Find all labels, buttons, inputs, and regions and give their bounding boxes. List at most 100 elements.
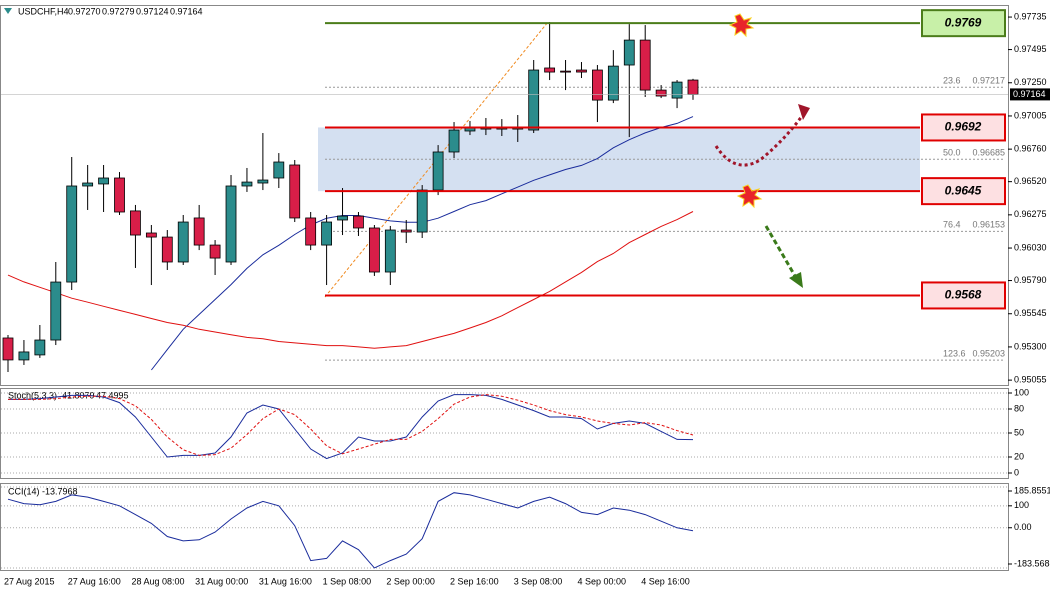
indicator-line bbox=[8, 394, 694, 460]
fib-ratio: 123.6 bbox=[943, 348, 966, 358]
candle-body bbox=[82, 182, 94, 187]
candle-body bbox=[384, 229, 396, 273]
x-tick-label: 27 Aug 16:00 bbox=[68, 576, 121, 586]
candle-body bbox=[225, 185, 237, 263]
y-tick-label: -183.5688 bbox=[1014, 558, 1050, 568]
main-layer: 23.6 0.97217 50.0 0.96685 76.4 0.96153 123.6 0.… bbox=[2, 9, 1006, 372]
y-tick-label: 0.97495 bbox=[1014, 44, 1047, 54]
candle-body bbox=[305, 217, 317, 246]
level-label: 0.9645 bbox=[945, 183, 982, 197]
x-tick-label: 4 Sep 16:00 bbox=[641, 576, 690, 586]
candle-body bbox=[337, 215, 348, 221]
candle-body bbox=[528, 69, 540, 131]
candle-body bbox=[400, 229, 412, 233]
arrow-up-head bbox=[798, 104, 810, 120]
x-tick-label: 31 Aug 00:00 bbox=[195, 576, 248, 586]
candle-body bbox=[34, 339, 46, 356]
indicator-line bbox=[7, 492, 694, 569]
stoch-signal-value: 47.4995 bbox=[96, 390, 129, 400]
level-label: 0.9769 bbox=[945, 15, 982, 29]
x-tick-label: 27 Aug 2015 bbox=[4, 576, 55, 586]
fib-price: 0.95203 bbox=[972, 348, 1005, 358]
x-tick-label: 3 Sep 08:00 bbox=[514, 576, 563, 586]
candle-body bbox=[416, 189, 428, 233]
fib-ratio: 50.0 bbox=[943, 148, 961, 158]
candle-body bbox=[560, 70, 571, 73]
x-tick-label: 1 Sep 08:00 bbox=[323, 576, 372, 586]
y-tick-label: 0 bbox=[1014, 467, 1019, 477]
x-tick-label: 31 Aug 16:00 bbox=[259, 576, 312, 586]
x-tick-label: 2 Sep 16:00 bbox=[450, 576, 499, 586]
y-tick-label: 0.97250 bbox=[1014, 77, 1047, 87]
stoch-title: Stoch(5,3,3) bbox=[8, 390, 57, 400]
y-tick-label: 0.96030 bbox=[1014, 242, 1047, 252]
candle-body bbox=[209, 244, 221, 259]
candle-body bbox=[145, 232, 157, 238]
candle-body bbox=[241, 181, 253, 187]
fib-price: 0.96153 bbox=[972, 220, 1005, 230]
header-high: 0.97279 bbox=[102, 6, 135, 16]
candle-body bbox=[177, 221, 189, 263]
cci-panel bbox=[0, 483, 1009, 571]
candle-body bbox=[687, 79, 699, 95]
symbol-icon bbox=[4, 8, 12, 14]
candle-body bbox=[18, 351, 30, 361]
y-tick-label: 50 bbox=[1014, 427, 1024, 437]
level-box bbox=[921, 177, 1006, 206]
indicator-line bbox=[8, 394, 694, 456]
level-box bbox=[921, 113, 1006, 142]
y-tick-label: 0.95545 bbox=[1014, 308, 1047, 318]
candle-body bbox=[130, 210, 141, 236]
candle-body bbox=[607, 65, 619, 101]
y-tick-label: 20 bbox=[1014, 451, 1024, 461]
candle-body bbox=[639, 39, 651, 91]
y-tick-label: 100 bbox=[1014, 500, 1029, 510]
level-label: 0.9568 bbox=[945, 288, 982, 302]
arrow-down bbox=[764, 225, 797, 277]
cci-title: CCI(14) bbox=[8, 486, 40, 496]
y-tick-label: 185.8551 bbox=[1014, 485, 1050, 495]
level-label: 0.9692 bbox=[945, 120, 982, 134]
candle-body bbox=[66, 185, 78, 283]
candle-body bbox=[353, 215, 364, 229]
y-tick-label: 0.97735 bbox=[1014, 11, 1047, 21]
y-tick-label: 0.97005 bbox=[1014, 110, 1047, 120]
price-tag bbox=[1010, 88, 1050, 101]
y-tick-label: 0.96275 bbox=[1014, 209, 1047, 219]
candle-body bbox=[576, 69, 587, 73]
candle-body bbox=[321, 221, 333, 246]
candle-body bbox=[161, 236, 173, 263]
fib-price: 0.97217 bbox=[972, 76, 1005, 86]
header-close: 0.97164 bbox=[170, 6, 203, 16]
y-tick-label: 100 bbox=[1014, 387, 1029, 397]
y-tick-label: 0.95300 bbox=[1014, 341, 1047, 351]
candle-body bbox=[289, 164, 301, 219]
candle-body bbox=[592, 69, 603, 101]
star-mid bbox=[736, 184, 763, 209]
header-open: 0.97270 bbox=[68, 6, 101, 16]
cci-value: -13.7968 bbox=[42, 486, 78, 496]
star-top bbox=[728, 13, 755, 38]
y-tick-label: 0.95055 bbox=[1014, 374, 1047, 384]
candle-body bbox=[544, 67, 556, 73]
y-tick-label: 0.00 bbox=[1014, 522, 1032, 532]
candle-body bbox=[114, 177, 125, 213]
candle-body bbox=[2, 337, 14, 361]
candle-body bbox=[193, 217, 205, 246]
fib-price: 0.96685 bbox=[972, 148, 1005, 158]
y-tick-label: 0.96520 bbox=[1014, 176, 1047, 186]
arrow-down-head bbox=[789, 272, 803, 288]
candle-body bbox=[671, 81, 683, 99]
y-tick-label: 0.95790 bbox=[1014, 275, 1047, 285]
fib-ratio: 76.4 bbox=[943, 220, 961, 230]
candle-body bbox=[623, 39, 635, 66]
candle-body bbox=[257, 179, 269, 184]
arrow-up bbox=[714, 111, 807, 167]
level-box bbox=[921, 281, 1006, 310]
x-tick-label: 28 Aug 08:00 bbox=[131, 576, 184, 586]
y-tick-label: 80 bbox=[1014, 403, 1024, 413]
candle-body bbox=[448, 129, 460, 153]
symbol-title: USDCHF,H4 bbox=[18, 6, 69, 16]
